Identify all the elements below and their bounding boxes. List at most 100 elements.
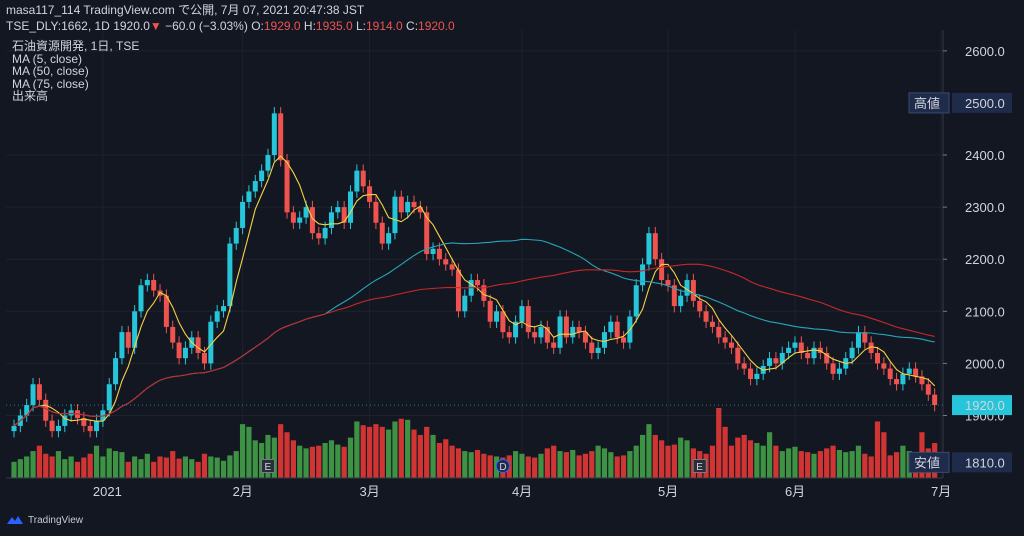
price-label-tag [908,451,950,473]
volume-bar [214,457,220,478]
open-value: 1929.0 [263,19,301,33]
volume-bar [786,448,792,478]
legend-ma50[interactable]: MA (50, close) [12,64,89,78]
volume-bar [652,434,658,478]
candle-body [386,233,392,244]
volume-bar [741,434,747,478]
candle-body [278,113,284,161]
volume-bar [544,448,550,478]
volume-bar [551,445,557,478]
price-tick-label: 2600.0 [965,44,1005,59]
volume-bar [620,455,627,478]
candle-body [373,201,379,223]
volume-bar [379,426,385,478]
volume-bar [233,451,239,478]
volume-bar [462,451,468,478]
volume-bar [43,453,49,478]
volume-bar [633,445,639,478]
volume-bar [119,452,125,478]
low-value: 1914.0 [365,19,403,33]
volume-bar [430,434,436,478]
candle-body [875,352,881,364]
volume-bar [874,421,881,478]
time-tick-label: 2月 [233,484,253,499]
volume-bar [189,459,195,478]
price-change: −60.0 (−3.03%) [165,19,248,33]
tradingview-logo-icon [7,516,23,524]
candle-body [379,222,385,244]
time-tick-label: 3月 [360,484,380,499]
volume-bar [62,459,68,478]
volume-bar [817,451,823,478]
candle-body [494,311,500,322]
candle-body [151,280,157,291]
volume-bar [373,424,379,478]
volume-bar [843,452,849,478]
candle-body [411,201,417,208]
volume-bar [392,421,398,478]
candle-body [309,207,315,234]
candle-body [728,342,734,348]
price-label-value: 1920.0 [965,398,1005,413]
legend-ma5[interactable]: MA (5, close) [12,51,83,66]
event-marker-label: E [264,462,271,473]
volume-bar [468,452,474,478]
candle-body [284,160,290,213]
volume-bar [252,440,258,478]
volume-bar [322,443,328,478]
candle-body [665,280,671,286]
volume-bar [303,448,309,478]
volume-bar [271,437,277,478]
price-label-box [952,452,1012,473]
candle-body [741,363,747,369]
candle-body [62,415,68,426]
candle-body [519,306,525,322]
legend-symbol[interactable]: 石油資源開発, 1日, TSE [12,39,140,53]
volume-bar [328,440,335,478]
legend-ma75[interactable]: MA (75, close) [12,76,89,91]
candle-body [455,269,461,312]
candle-body [94,420,100,432]
candle-body [881,363,887,369]
legend-volume[interactable]: 出来高 [12,89,49,103]
candle-body [716,326,722,338]
volume-bar [830,445,836,478]
candle-body [906,368,912,374]
candle-body [773,358,779,364]
candle-body [290,212,296,223]
candle-body [836,368,842,374]
ma75-line [13,263,935,427]
candle-body [538,326,544,338]
volume-bar [36,445,42,478]
volume-bar [411,429,417,478]
volume-bar [354,421,360,478]
earnings-marker [692,459,707,473]
candle-body [824,352,830,364]
candle-body [652,233,658,260]
candle-body [919,376,925,385]
candle-body [55,425,61,432]
volume-bar [671,444,677,478]
volume-bar [290,440,296,478]
price-tick-label: 2000.0 [965,356,1005,371]
volume-bar [824,448,830,478]
volume-bar [512,451,519,478]
dividend-marker [495,459,510,473]
volume-bar [684,440,690,478]
candle-body [436,248,442,260]
volume-bar [709,445,716,478]
event-marker-label: D [499,462,506,473]
candle-body [259,170,265,182]
volume-bar [735,437,741,478]
candle-body [354,170,360,192]
volume-bar [868,456,874,478]
volume-bar [386,429,392,478]
time-tick-label: 2021 [93,484,122,499]
volume-bar [754,443,760,478]
candle-body [392,196,398,234]
time-tick-label: 6月 [785,484,805,499]
ohlc-line: TSE_DLY:1662, 1D 1920.0▼ −60.0 (−3.03%) … [6,18,455,34]
volume-bar [443,439,449,478]
candle-body [11,425,17,432]
volume-bar [170,451,176,478]
